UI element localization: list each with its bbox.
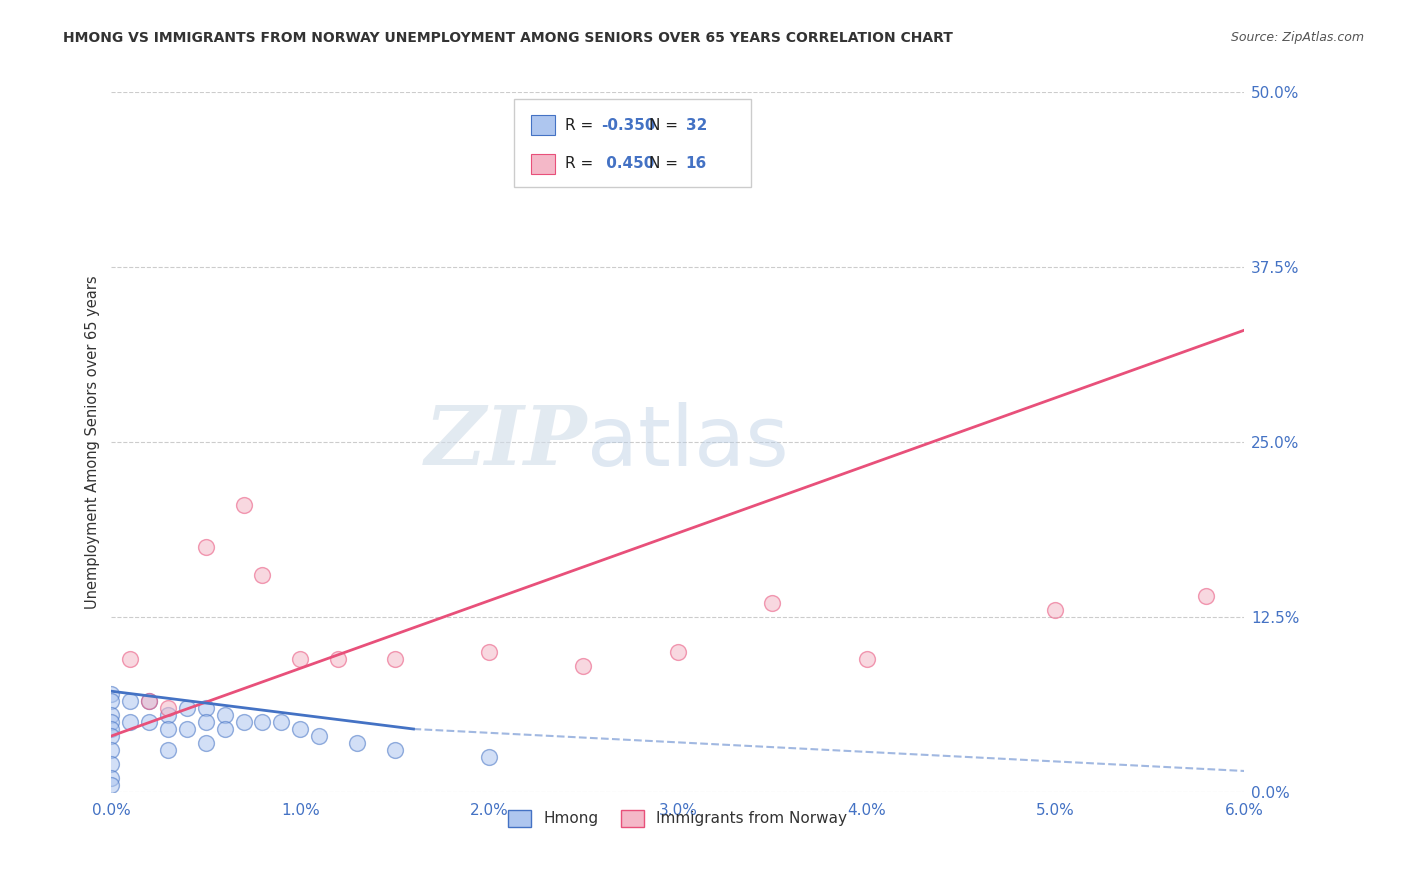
Text: R =: R = (565, 118, 598, 133)
Point (120, 652, 142, 666)
Point (855, 652, 877, 666)
Point (214, 722, 236, 736)
Point (157, 722, 180, 736)
Point (252, 568, 274, 582)
Point (572, 659, 595, 673)
Point (100, 771, 122, 785)
Point (157, 743, 180, 757)
Point (478, 645, 501, 659)
Point (666, 645, 689, 659)
Point (176, 701, 198, 715)
Point (384, 652, 406, 666)
Text: 32: 32 (686, 118, 707, 133)
FancyBboxPatch shape (513, 99, 751, 186)
FancyBboxPatch shape (530, 154, 555, 174)
Text: atlas: atlas (588, 401, 789, 483)
Point (100, 687, 122, 701)
Point (138, 714, 160, 729)
Point (120, 714, 142, 729)
Text: -0.350: -0.350 (600, 118, 655, 133)
Point (252, 714, 274, 729)
Text: N =: N = (650, 156, 683, 171)
FancyBboxPatch shape (530, 115, 555, 135)
Point (326, 652, 349, 666)
Point (478, 750, 501, 764)
Point (100, 694, 122, 708)
Point (194, 714, 217, 729)
Text: 0.450: 0.450 (600, 156, 654, 171)
Text: Source: ZipAtlas.com: Source: ZipAtlas.com (1230, 31, 1364, 45)
Point (761, 596, 783, 610)
Point (100, 729, 122, 743)
Point (157, 701, 180, 715)
Point (308, 729, 330, 743)
Point (384, 743, 406, 757)
Text: 16: 16 (686, 156, 707, 171)
Point (194, 540, 217, 554)
Text: ZIP: ZIP (425, 402, 588, 483)
Point (232, 498, 254, 512)
Point (290, 722, 312, 736)
Point (1195, 589, 1218, 603)
Point (100, 778, 122, 792)
Point (232, 714, 254, 729)
Text: N =: N = (650, 118, 683, 133)
Point (138, 694, 160, 708)
Point (157, 708, 180, 723)
Point (100, 722, 122, 736)
Point (120, 694, 142, 708)
Point (270, 714, 292, 729)
Point (100, 714, 122, 729)
Point (346, 736, 368, 750)
Point (100, 743, 122, 757)
Point (1045, 603, 1067, 617)
Point (100, 708, 122, 723)
Point (176, 722, 198, 736)
Text: HMONG VS IMMIGRANTS FROM NORWAY UNEMPLOYMENT AMONG SENIORS OVER 65 YEARS CORRELA: HMONG VS IMMIGRANTS FROM NORWAY UNEMPLOY… (63, 31, 953, 45)
Legend: Hmong, Immigrants from Norway: Hmong, Immigrants from Norway (502, 804, 853, 833)
Text: R =: R = (565, 156, 598, 171)
Point (214, 708, 236, 723)
Point (194, 736, 217, 750)
Point (194, 701, 217, 715)
Point (138, 694, 160, 708)
Y-axis label: Unemployment Among Seniors over 65 years: Unemployment Among Seniors over 65 years (86, 276, 100, 609)
Point (290, 652, 312, 666)
Point (100, 756, 122, 771)
